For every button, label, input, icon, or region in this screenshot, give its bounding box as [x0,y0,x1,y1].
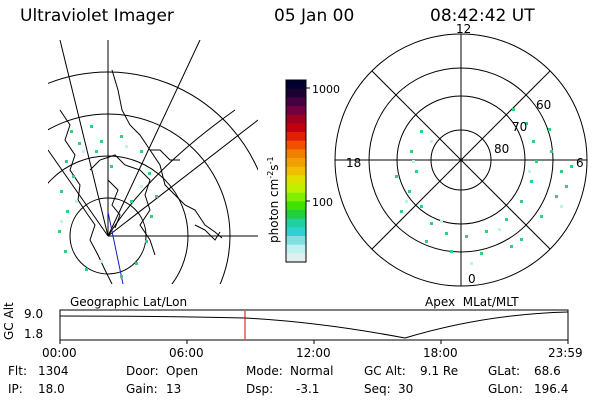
flt-label: Flt: [8,364,27,378]
glon-value: 196.4 [534,382,568,396]
glon-label: GLon: [488,382,523,396]
flt-value: 1304 [38,364,69,378]
timeline-frame [60,310,568,340]
door-label: Door: [126,364,159,378]
seq-value: 30 [398,382,413,396]
timeline-xtick: 12:00 [296,346,331,360]
dsp-label: Dsp: [246,382,273,396]
timeline-xtick: 00:00 [42,346,77,360]
gc-alt-curve [60,312,568,338]
gcalt-value: 9.1 Re [420,364,458,378]
glat-value: 68.6 [534,364,561,378]
mode-label: Mode: [246,364,283,378]
seq-label: Seq: [364,382,391,396]
timeline-ylabel: GC Alt [2,302,16,340]
ip-value: 18.0 [38,382,65,396]
gain-value: 13 [166,382,181,396]
gain-label: Gain: [126,382,158,396]
timeline-ytick-top: 9.0 [24,307,43,321]
timeline-ytick-bottom: 1.8 [24,327,43,341]
gcalt-label: GC Alt: [364,364,406,378]
timeline-xtick: 23:59 [548,346,583,360]
door-value: Open [166,364,198,378]
dsp-value: -3.1 [296,382,319,396]
timeline-xtick: 18:00 [423,346,458,360]
mode-value: Normal [290,364,333,378]
ip-label: IP: [8,382,23,396]
glat-label: GLat: [488,364,520,378]
timeline-xtick: 06:00 [169,346,204,360]
